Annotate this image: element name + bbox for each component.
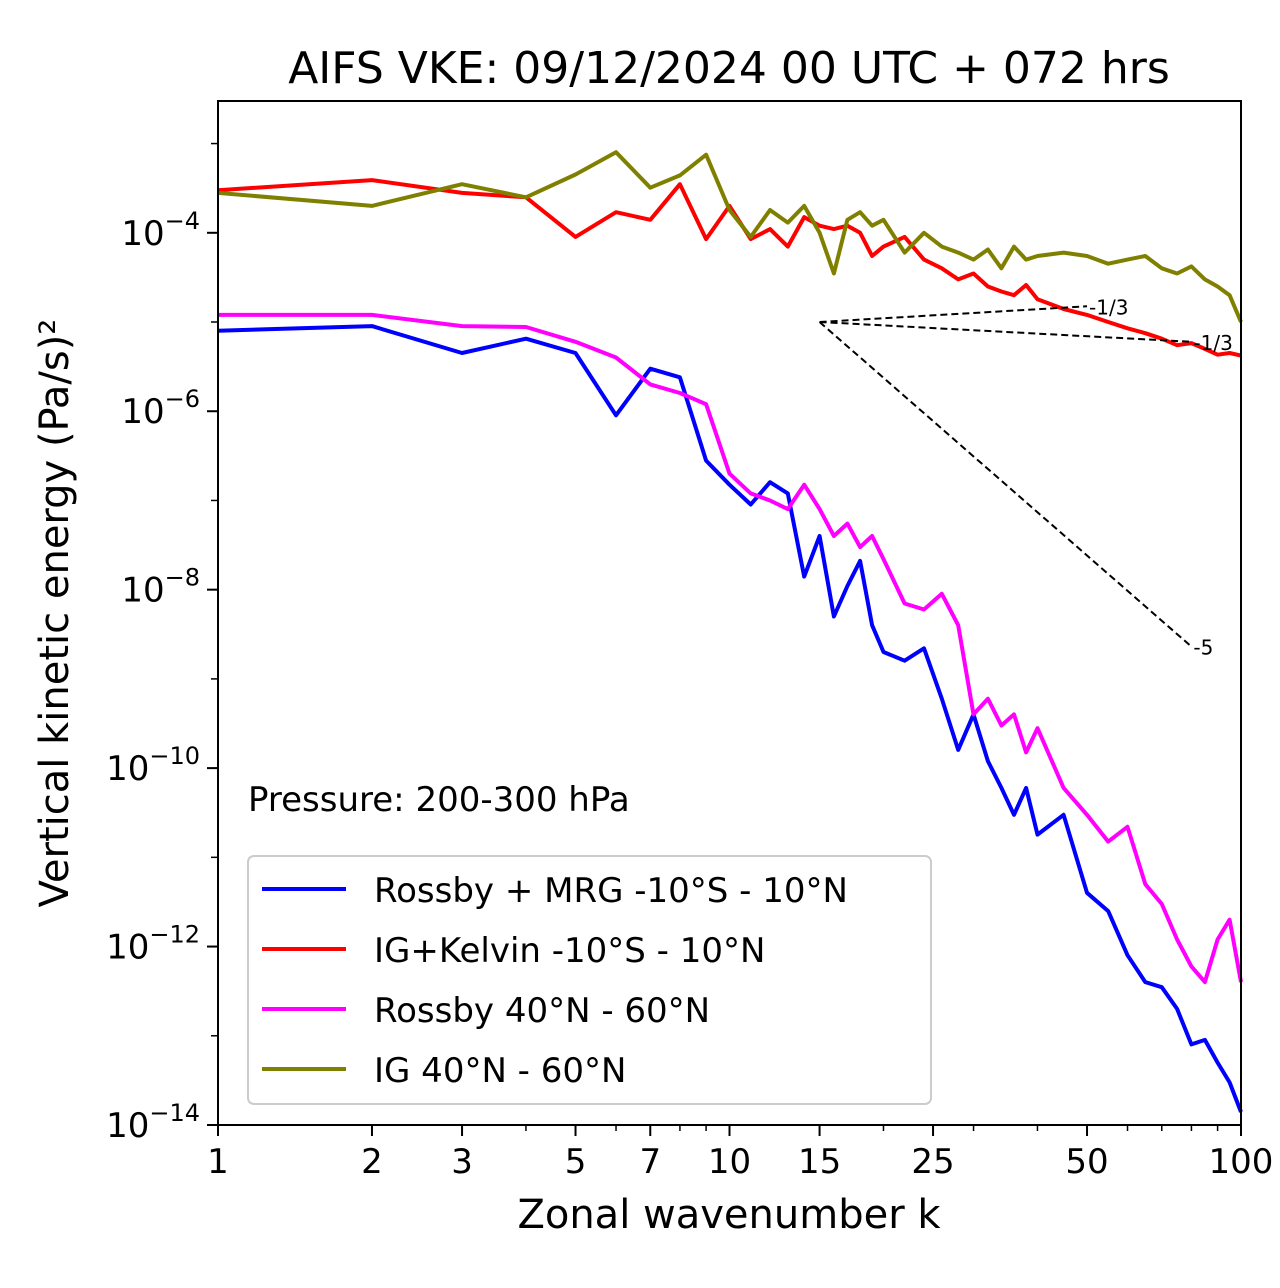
reference-label-0: -1/3 xyxy=(1089,295,1128,319)
x-axis-ticks: 1 2 3 5 7 10 15 25 50 100 xyxy=(207,1125,1273,1182)
y-tick-label: 10−6 xyxy=(121,385,200,432)
x-axis-label: Zonal wavenumber k xyxy=(517,1192,941,1238)
x-tick-label: 15 xyxy=(798,1142,841,1182)
y-axis-ticks: 10−14 10−12 10−10 10−8 10−6 10−4 xyxy=(106,142,218,1146)
series-line-0 xyxy=(217,324,1243,1113)
legend-label-1: IG+Kelvin -10°S - 10°N xyxy=(374,931,765,971)
y-tick-label: 10−8 xyxy=(121,564,200,611)
pressure-annotation: Pressure: 200-300 hPa xyxy=(248,780,630,820)
legend-label-2: Rossby 40°N - 60°N xyxy=(374,991,710,1031)
legend-label-3: IG 40°N - 60°N xyxy=(374,1051,626,1091)
reference-line-2 xyxy=(818,321,1193,648)
legend-label-0: Rossby + MRG -10°S - 10°N xyxy=(374,871,848,911)
reference-label-2: -5 xyxy=(1193,636,1213,660)
legend-box xyxy=(247,855,932,1105)
x-tick-label: 7 xyxy=(639,1142,661,1182)
x-tick-label: 50 xyxy=(1065,1142,1108,1182)
x-tick-label: 25 xyxy=(911,1142,954,1182)
reference-line-0 xyxy=(819,305,1088,324)
series-line-3 xyxy=(217,150,1243,323)
x-tick-label: 3 xyxy=(451,1142,473,1182)
x-tick-label: 10 xyxy=(708,1142,751,1182)
y-tick-label: 10−14 xyxy=(106,1099,200,1146)
x-tick-label: 2 xyxy=(361,1142,383,1182)
x-tick-label: 5 xyxy=(565,1142,587,1182)
series-line-2 xyxy=(218,312,1243,985)
y-tick-label: 10−10 xyxy=(106,742,200,789)
reference-label-1: -1/3 xyxy=(1193,331,1232,355)
plot-lines xyxy=(217,150,1243,1113)
reference-line-1 xyxy=(819,321,1192,343)
y-tick-label: 10−4 xyxy=(121,207,200,254)
series-line-1 xyxy=(217,178,1242,358)
y-axis-label: Vertical kinetic energy (Pa/s)² xyxy=(32,319,78,908)
legend: Rossby + MRG -10°S - 10°N IG+Kelvin -10°S… xyxy=(247,855,932,1105)
chart-title: AIFS VKE: 09/12/2024 00 UTC + 072 hrs xyxy=(288,43,1170,94)
x-tick-label: 1 xyxy=(207,1142,229,1182)
reference-slope-lines: -1/3 -1/3 -5 xyxy=(818,295,1233,660)
y-tick-label: 10−12 xyxy=(106,921,200,968)
x-tick-label: 100 xyxy=(1209,1142,1274,1182)
